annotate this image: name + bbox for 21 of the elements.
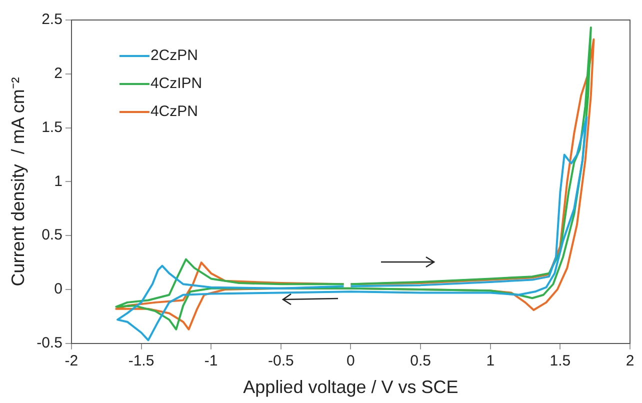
- y-tick-label: 2.5: [42, 11, 62, 28]
- x-tick-label: -2: [64, 352, 78, 370]
- x-tick-label: 2: [626, 352, 634, 370]
- legend-label: 2CzPN: [150, 47, 198, 64]
- x-tick-label: -0.5: [268, 352, 294, 370]
- x-tick-label: 0.5: [410, 352, 431, 370]
- y-tick-label: 1: [54, 172, 62, 190]
- y-tick-label: 0.5: [42, 226, 62, 244]
- y-tick-label: 0: [54, 280, 62, 298]
- x-tick-label: 0: [346, 352, 355, 370]
- x-tick-label: -1.5: [128, 352, 154, 370]
- x-tick-label: 1: [486, 352, 495, 370]
- legend-label: 4CzPN: [150, 103, 198, 120]
- y-tick-label: 1.5: [42, 118, 62, 136]
- legend-label: 4CzIPN: [150, 75, 202, 92]
- x-tick-label: -1: [204, 352, 218, 370]
- y-tick-label: -0.5: [36, 334, 62, 352]
- y-tick-label: 2: [54, 65, 62, 82]
- x-tick-label: 1.5: [550, 352, 571, 370]
- y-axis-title: Current density / mA cm⁻²: [8, 77, 28, 286]
- x-axis-title: Applied voltage / V vs SCE: [243, 377, 458, 398]
